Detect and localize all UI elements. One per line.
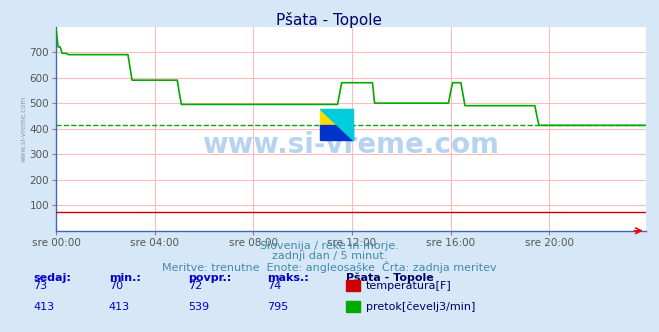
- Text: zadnji dan / 5 minut.: zadnji dan / 5 minut.: [272, 251, 387, 261]
- FancyBboxPatch shape: [320, 109, 353, 124]
- Text: 74: 74: [267, 281, 281, 291]
- Text: Slovenija / reke in morje.: Slovenija / reke in morje.: [260, 241, 399, 251]
- Polygon shape: [320, 109, 353, 140]
- Text: 70: 70: [109, 281, 123, 291]
- Text: Meritve: trenutne  Enote: angleosaške  Črta: zadnja meritev: Meritve: trenutne Enote: angleosaške Črt…: [162, 261, 497, 273]
- Text: 73: 73: [33, 281, 47, 291]
- Text: 72: 72: [188, 281, 202, 291]
- Text: Pšata - Topole: Pšata - Topole: [346, 272, 434, 283]
- Text: 413: 413: [109, 302, 130, 312]
- Text: 795: 795: [267, 302, 288, 312]
- Text: www.si-vreme.com: www.si-vreme.com: [202, 131, 500, 159]
- Text: povpr.:: povpr.:: [188, 273, 231, 283]
- Text: temperatura[F]: temperatura[F]: [366, 281, 451, 291]
- Text: min.:: min.:: [109, 273, 140, 283]
- Text: www.si-vreme.com: www.si-vreme.com: [20, 96, 26, 162]
- Text: 539: 539: [188, 302, 209, 312]
- Text: pretok[čevelj3/min]: pretok[čevelj3/min]: [366, 302, 475, 312]
- Text: sedaj:: sedaj:: [33, 273, 71, 283]
- Text: Pšata - Topole: Pšata - Topole: [277, 12, 382, 28]
- FancyBboxPatch shape: [320, 124, 353, 140]
- Text: maks.:: maks.:: [267, 273, 308, 283]
- Text: 413: 413: [33, 302, 54, 312]
